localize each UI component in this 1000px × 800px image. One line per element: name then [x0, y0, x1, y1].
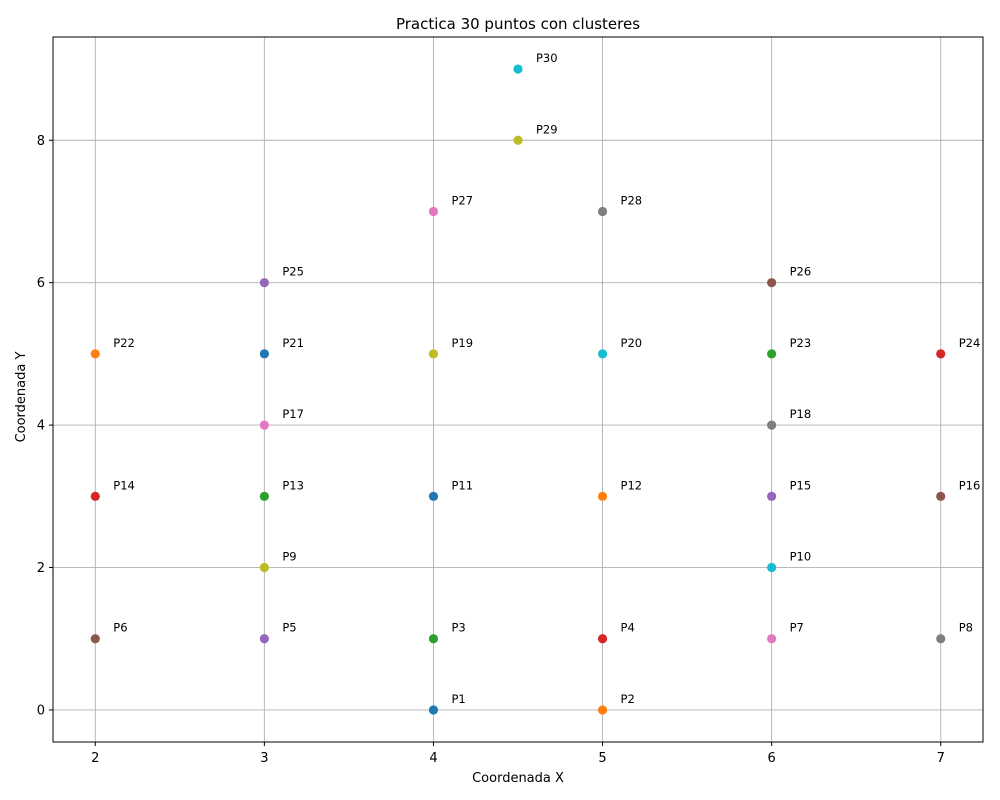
point-label-p8: P8 [959, 621, 973, 635]
point-label-p20: P20 [621, 336, 643, 350]
data-point-p30 [513, 64, 523, 74]
point-label-p21: P21 [282, 336, 304, 350]
data-point-p10 [767, 562, 777, 573]
y-tick-label: 4 [37, 419, 45, 434]
x-tick-label: 5 [598, 751, 606, 766]
point-label-p14: P14 [113, 478, 135, 492]
point-label-p2: P2 [621, 692, 635, 706]
data-point-p18 [767, 420, 777, 430]
data-point-p25 [259, 278, 269, 288]
data-point-p8 [936, 634, 946, 644]
x-tick-label: 7 [937, 751, 945, 766]
point-label-p10: P10 [790, 550, 812, 564]
data-point-p13 [259, 491, 269, 501]
data-point-p20 [597, 349, 608, 359]
point-label-p27: P27 [451, 193, 473, 207]
plot-frame [52, 36, 984, 743]
data-point-p17 [259, 420, 269, 430]
x-axis-label: Coordenada X [472, 771, 564, 786]
grid-lines [53, 37, 983, 742]
point-label-p15: P15 [790, 478, 812, 492]
x-tick-label: 3 [260, 751, 268, 766]
point-label-p23: P23 [790, 336, 812, 350]
y-axis-label: Coordenada Y [14, 352, 29, 443]
point-label-p12: P12 [621, 478, 643, 492]
point-label-p16: P16 [959, 478, 981, 492]
point-label-p9: P9 [282, 550, 296, 564]
x-tick-label: 2 [91, 751, 99, 766]
data-point-p19 [428, 349, 439, 359]
y-tick-label: 2 [37, 561, 45, 576]
data-point-p3 [428, 634, 439, 644]
data-point-p14 [90, 491, 100, 501]
x-tick-label: 4 [429, 751, 437, 766]
point-label-p13: P13 [282, 478, 304, 492]
x-tick-label: 6 [767, 751, 775, 766]
point-label-p19: P19 [451, 336, 473, 350]
point-label-p29: P29 [536, 122, 558, 136]
data-point-p16 [936, 491, 946, 501]
chart-title: Practica 30 puntos con clusteres [396, 15, 640, 33]
point-labels: P1 P2 P3 P4 P5 P6 P7 P8 P9 P10 P11 P12 P13 P14 P15 P16 P… [113, 51, 980, 706]
point-label-p22: P22 [113, 336, 135, 350]
point-label-p30: P30 [536, 51, 558, 65]
point-label-p26: P26 [790, 265, 812, 279]
data-point-p2 [597, 705, 608, 715]
data-point-p23 [767, 349, 777, 359]
data-point-p24 [936, 349, 946, 359]
data-point-p28 [597, 206, 608, 217]
data-point-p12 [597, 491, 608, 501]
data-point-p7 [767, 634, 777, 644]
data-point-p22 [90, 349, 100, 359]
data-point-p11 [428, 491, 439, 501]
axis-ticks: 2 3 4 5 6 7 0 2 4 6 8 [37, 134, 945, 766]
data-point-p21 [259, 349, 269, 359]
data-point-p1 [428, 705, 439, 715]
data-point-p26 [767, 278, 777, 288]
y-tick-label: 6 [37, 276, 45, 291]
point-label-p5: P5 [282, 621, 296, 635]
point-label-p25: P25 [282, 265, 304, 279]
point-label-p18: P18 [790, 407, 812, 421]
point-label-p24: P24 [959, 336, 981, 350]
data-point-p5 [259, 634, 269, 644]
point-label-p6: P6 [113, 621, 127, 635]
data-points [90, 64, 946, 715]
point-label-p28: P28 [621, 193, 643, 207]
data-point-p29 [513, 135, 523, 145]
y-tick-label: 8 [37, 134, 45, 149]
point-label-p7: P7 [790, 621, 804, 635]
point-label-p1: P1 [451, 692, 465, 706]
data-point-p9 [259, 562, 269, 573]
y-tick-label: 0 [37, 703, 45, 718]
data-point-p27 [428, 206, 439, 217]
point-label-p11: P11 [451, 478, 473, 492]
point-label-p4: P4 [621, 621, 635, 635]
point-label-p3: P3 [451, 621, 465, 635]
point-label-p17: P17 [282, 407, 304, 421]
data-point-p15 [767, 491, 777, 501]
data-point-p4 [597, 634, 608, 644]
data-point-p6 [90, 634, 100, 644]
